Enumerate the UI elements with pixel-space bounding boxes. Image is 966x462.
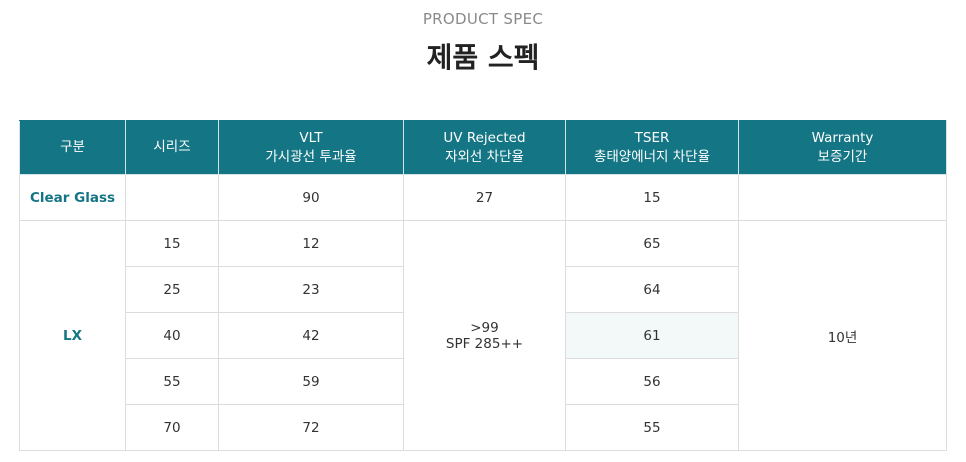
column-header-label: UV Rejected [443,129,526,146]
vlt-cell: 12 [218,220,404,267]
warranty-cell-lx: 10년 [738,220,947,451]
column-header-vlt: VLT 가시광선 투과율 [218,120,404,175]
column-header-sublabel: 총태양에너지 차단율 [593,148,711,165]
series-cell [125,174,219,221]
product-spec-table: 구분 시리즈 VLT 가시광선 투과율 UV Rejected 자외선 차단율 … [19,120,947,451]
column-header-tser: TSER 총태양에너지 차단율 [565,120,739,175]
tser-cell-highlighted: 61 [565,312,739,359]
column-header-uv-rejected: UV Rejected 자외선 차단율 [403,120,566,175]
section-title: 제품 스펙 [426,41,540,74]
uv-spf-value: SPF 285++ [445,335,524,352]
table-row: 40 42 61 [20,312,947,359]
column-header-label: VLT [299,129,323,146]
table-row-clear-glass: Clear Glass 90 27 15 [19,174,947,221]
uv-cell: 27 [403,174,566,221]
row-label-clear-glass: Clear Glass [19,174,126,221]
series-cell: 25 [125,266,219,313]
column-header-label: 시리즈 [153,139,191,155]
vlt-cell: 59 [218,358,404,405]
column-header-label: 구분 [60,139,85,155]
section-subtitle: PRODUCT SPEC [422,10,544,28]
vlt-cell: 42 [218,312,404,359]
column-header-sublabel: 보증기간 [817,148,868,165]
uv-value: >99 [470,319,499,336]
table-row: LX 15 12 >99 SPF 285++ 65 10년 [19,220,947,451]
warranty-cell [738,174,947,221]
tser-cell: 64 [565,266,739,313]
uv-cell-lx: >99 SPF 285++ [403,220,566,451]
tser-cell: 15 [565,174,739,221]
table-header-row: 구분 시리즈 VLT 가시광선 투과율 UV Rejected 자외선 차단율 … [19,120,947,175]
column-header-label: Warranty [811,129,874,146]
series-cell: 55 [125,358,219,405]
series-cell: 15 [125,220,219,267]
column-header-sublabel: 가시광선 투과율 [265,148,357,165]
column-header-warranty: Warranty 보증기간 [738,120,947,175]
vlt-cell: 72 [218,404,404,451]
row-label-lx: LX [19,220,126,451]
series-cell: 40 [125,312,219,359]
column-header-sublabel: 자외선 차단율 [445,148,524,165]
column-header-series: 시리즈 [125,120,219,175]
table-row: 70 72 55 [20,404,947,451]
column-header-category: 구분 [19,120,126,175]
tser-cell: 56 [565,358,739,405]
vlt-cell: 23 [218,266,404,313]
column-header-label: TSER [634,129,670,146]
vlt-cell: 90 [218,174,404,221]
series-cell: 70 [125,404,219,451]
tser-cell: 55 [565,404,739,451]
tser-cell: 65 [565,220,739,267]
